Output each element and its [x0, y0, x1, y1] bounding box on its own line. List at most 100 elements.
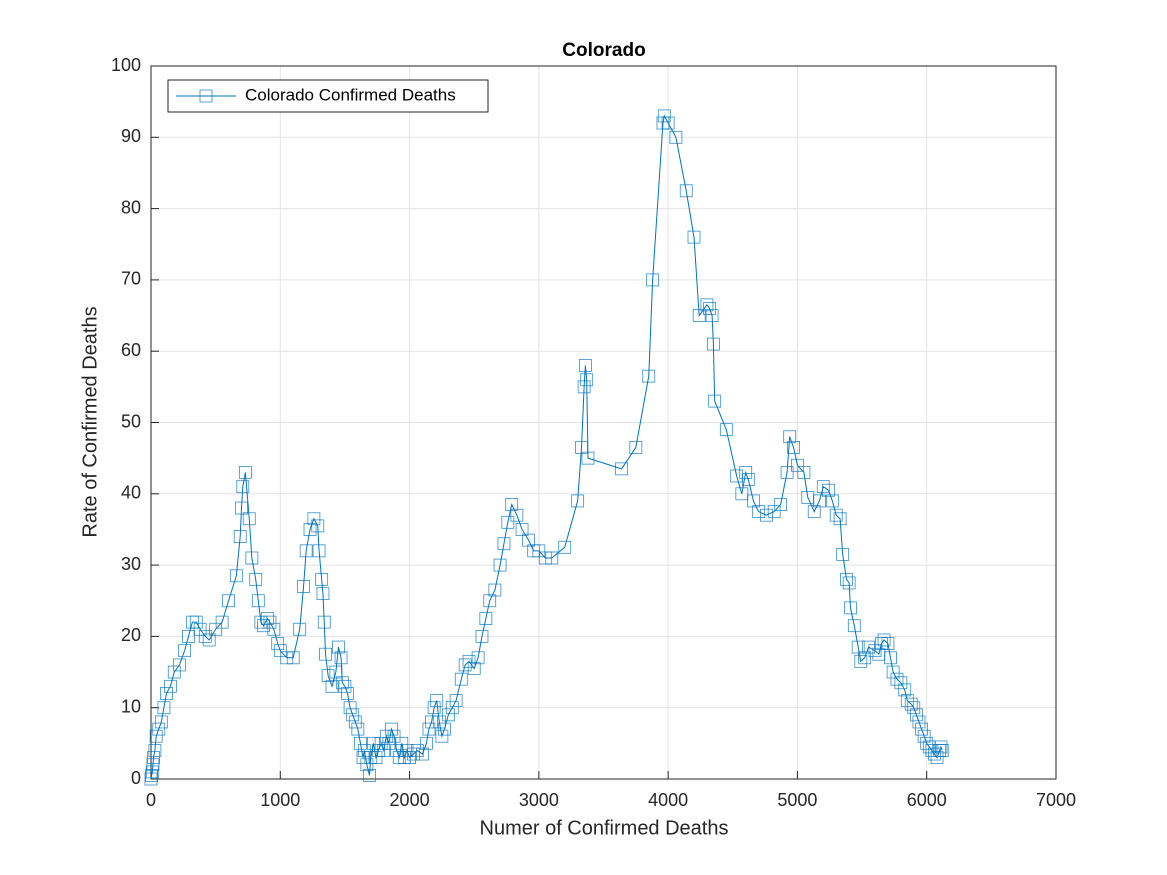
x-tick-label: 6000: [907, 790, 947, 810]
marker: [719, 423, 733, 437]
marker: [315, 572, 329, 586]
marker: [263, 615, 277, 629]
y-tick-label: 10: [121, 696, 141, 716]
marker: [335, 676, 349, 690]
x-tick-label: 5000: [777, 790, 817, 810]
marker: [245, 551, 259, 565]
marker: [363, 769, 376, 782]
y-tick-label: 30: [121, 554, 141, 574]
marker: [767, 505, 781, 519]
marker: [198, 630, 212, 643]
marker: [580, 373, 594, 387]
chart-title: Colorado: [562, 40, 645, 61]
x-tick-label: 0: [146, 790, 156, 810]
marker: [538, 551, 552, 565]
y-tick-label: 40: [121, 483, 141, 503]
marker: [577, 380, 591, 394]
marker: [390, 744, 404, 757]
marker: [890, 672, 904, 686]
axes-box: [150, 65, 1057, 780]
marker: [881, 637, 895, 650]
marker: [321, 669, 335, 683]
marker: [449, 694, 463, 707]
marker: [348, 715, 362, 729]
marker: [403, 751, 416, 765]
marker: [410, 744, 424, 757]
marker: [687, 230, 701, 244]
marker: [422, 722, 436, 736]
marker: [642, 369, 656, 383]
marker: [356, 751, 370, 765]
marker: [260, 612, 274, 625]
marker: [847, 619, 861, 633]
marker: [497, 537, 511, 551]
marker: [369, 751, 383, 765]
marker: [163, 679, 177, 693]
marker: [173, 658, 186, 672]
marker: [505, 498, 519, 511]
marker: [257, 619, 270, 633]
marker: [316, 587, 330, 601]
y-tick-label: 20: [121, 625, 141, 645]
marker: [661, 116, 675, 130]
marker: [297, 580, 310, 593]
marker: [816, 480, 830, 494]
marker: [934, 740, 948, 754]
marker: [148, 744, 162, 757]
marker: [483, 594, 497, 608]
marker: [307, 512, 321, 526]
marker: [558, 540, 572, 554]
marker: [935, 744, 949, 757]
marker: [858, 651, 872, 665]
marker: [842, 576, 856, 590]
marker: [692, 309, 706, 322]
marker: [915, 722, 928, 736]
marker: [877, 633, 891, 647]
x-tick-label: 3000: [519, 790, 559, 810]
marker: [615, 462, 628, 476]
marker: [458, 658, 472, 672]
marker: [741, 473, 755, 486]
legend-marker: [199, 89, 213, 103]
marker: [193, 622, 207, 636]
marker: [271, 637, 285, 650]
marker: [354, 736, 367, 750]
marker: [813, 494, 826, 508]
marker: [445, 701, 459, 715]
marker: [875, 637, 888, 650]
marker: [236, 480, 250, 494]
marker: [147, 751, 160, 765]
marker: [319, 647, 332, 661]
marker: [299, 544, 313, 558]
marker: [909, 708, 923, 722]
marker: [387, 729, 401, 743]
marker: [303, 523, 317, 536]
marker: [233, 530, 247, 543]
y-axis-label: Rate of Confirmed Deaths: [79, 306, 101, 537]
marker: [703, 302, 716, 315]
marker: [783, 430, 797, 444]
y-tick-label: 90: [121, 126, 141, 146]
marker: [432, 715, 446, 729]
y-tick-label: 80: [121, 197, 141, 217]
y-tick-label: 0: [131, 768, 141, 788]
marker: [251, 594, 265, 608]
marker: [739, 466, 753, 479]
marker: [215, 615, 229, 629]
y-tick-label: 70: [121, 269, 141, 289]
marker: [774, 498, 788, 511]
marker: [157, 701, 171, 715]
marker: [235, 501, 248, 515]
marker: [311, 519, 325, 533]
marker: [571, 494, 585, 508]
marker: [532, 544, 546, 558]
marker: [178, 644, 192, 658]
marker: [249, 572, 263, 586]
marker: [700, 298, 714, 312]
marker: [787, 441, 800, 454]
marker: [325, 679, 339, 693]
marker: [382, 736, 396, 750]
marker: [854, 654, 868, 668]
marker: [341, 687, 354, 700]
